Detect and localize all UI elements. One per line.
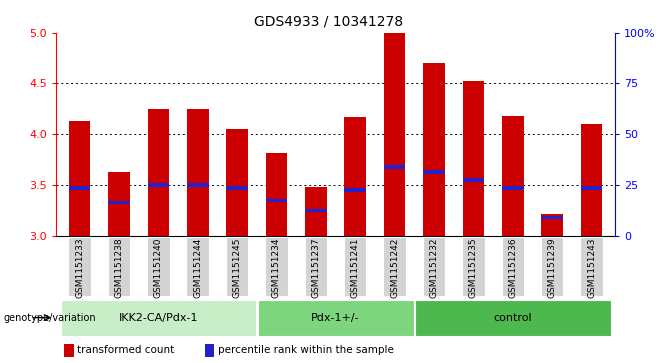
FancyBboxPatch shape: [462, 237, 485, 297]
Bar: [384, 33, 405, 236]
Text: GSM1151232: GSM1151232: [430, 238, 438, 298]
FancyBboxPatch shape: [344, 237, 367, 297]
FancyBboxPatch shape: [423, 237, 445, 297]
Text: GSM1151235: GSM1151235: [469, 238, 478, 298]
FancyBboxPatch shape: [580, 237, 603, 297]
Bar: [344, 117, 366, 236]
FancyBboxPatch shape: [384, 237, 406, 297]
Bar: [384, 165, 405, 168]
Text: GSM1151234: GSM1151234: [272, 238, 281, 298]
Text: genotype/variation: genotype/variation: [3, 313, 96, 323]
Bar: [266, 199, 288, 202]
Bar: [581, 187, 603, 190]
Bar: [463, 178, 484, 182]
Bar: [187, 183, 209, 187]
FancyBboxPatch shape: [226, 237, 248, 297]
Bar: [581, 124, 603, 236]
Text: Pdx-1+/-: Pdx-1+/-: [311, 313, 360, 323]
Bar: [68, 187, 90, 190]
Bar: [108, 172, 130, 236]
Bar: [187, 109, 209, 236]
Text: percentile rank within the sample: percentile rank within the sample: [218, 345, 393, 355]
FancyBboxPatch shape: [257, 300, 414, 335]
Text: GSM1151241: GSM1151241: [351, 238, 360, 298]
Text: GDS4933 / 10341278: GDS4933 / 10341278: [255, 15, 403, 29]
Bar: [266, 152, 288, 236]
Text: GSM1151238: GSM1151238: [114, 238, 124, 298]
Bar: [68, 121, 90, 236]
Bar: [502, 116, 524, 236]
Bar: [542, 216, 563, 219]
FancyBboxPatch shape: [265, 237, 288, 297]
FancyBboxPatch shape: [501, 237, 524, 297]
FancyBboxPatch shape: [108, 237, 130, 297]
Text: GSM1151242: GSM1151242: [390, 238, 399, 298]
Bar: [305, 187, 327, 236]
Bar: [423, 170, 445, 174]
Bar: [502, 187, 524, 190]
Bar: [108, 201, 130, 204]
Text: GSM1151244: GSM1151244: [193, 238, 202, 298]
FancyBboxPatch shape: [61, 300, 256, 335]
FancyBboxPatch shape: [68, 237, 91, 297]
Bar: [147, 109, 169, 236]
Bar: [64, 344, 74, 356]
Bar: [147, 183, 169, 187]
FancyBboxPatch shape: [541, 237, 563, 297]
Bar: [423, 63, 445, 236]
Text: GSM1151233: GSM1151233: [75, 238, 84, 298]
Bar: [205, 344, 215, 356]
Bar: [305, 209, 327, 212]
FancyBboxPatch shape: [305, 237, 327, 297]
FancyBboxPatch shape: [186, 237, 209, 297]
Text: transformed count: transformed count: [77, 345, 174, 355]
Bar: [463, 81, 484, 236]
Text: GSM1151236: GSM1151236: [509, 238, 517, 298]
Bar: [226, 187, 248, 190]
Text: GSM1151245: GSM1151245: [233, 238, 241, 298]
Text: GSM1151237: GSM1151237: [311, 238, 320, 298]
Text: IKK2-CA/Pdx-1: IKK2-CA/Pdx-1: [118, 313, 198, 323]
Text: GSM1151239: GSM1151239: [547, 238, 557, 298]
FancyBboxPatch shape: [415, 300, 611, 335]
Bar: [226, 129, 248, 236]
Text: GSM1151240: GSM1151240: [154, 238, 163, 298]
Text: GSM1151243: GSM1151243: [587, 238, 596, 298]
Bar: [344, 188, 366, 192]
FancyBboxPatch shape: [147, 237, 170, 297]
Text: control: control: [494, 313, 532, 323]
Bar: [542, 213, 563, 236]
